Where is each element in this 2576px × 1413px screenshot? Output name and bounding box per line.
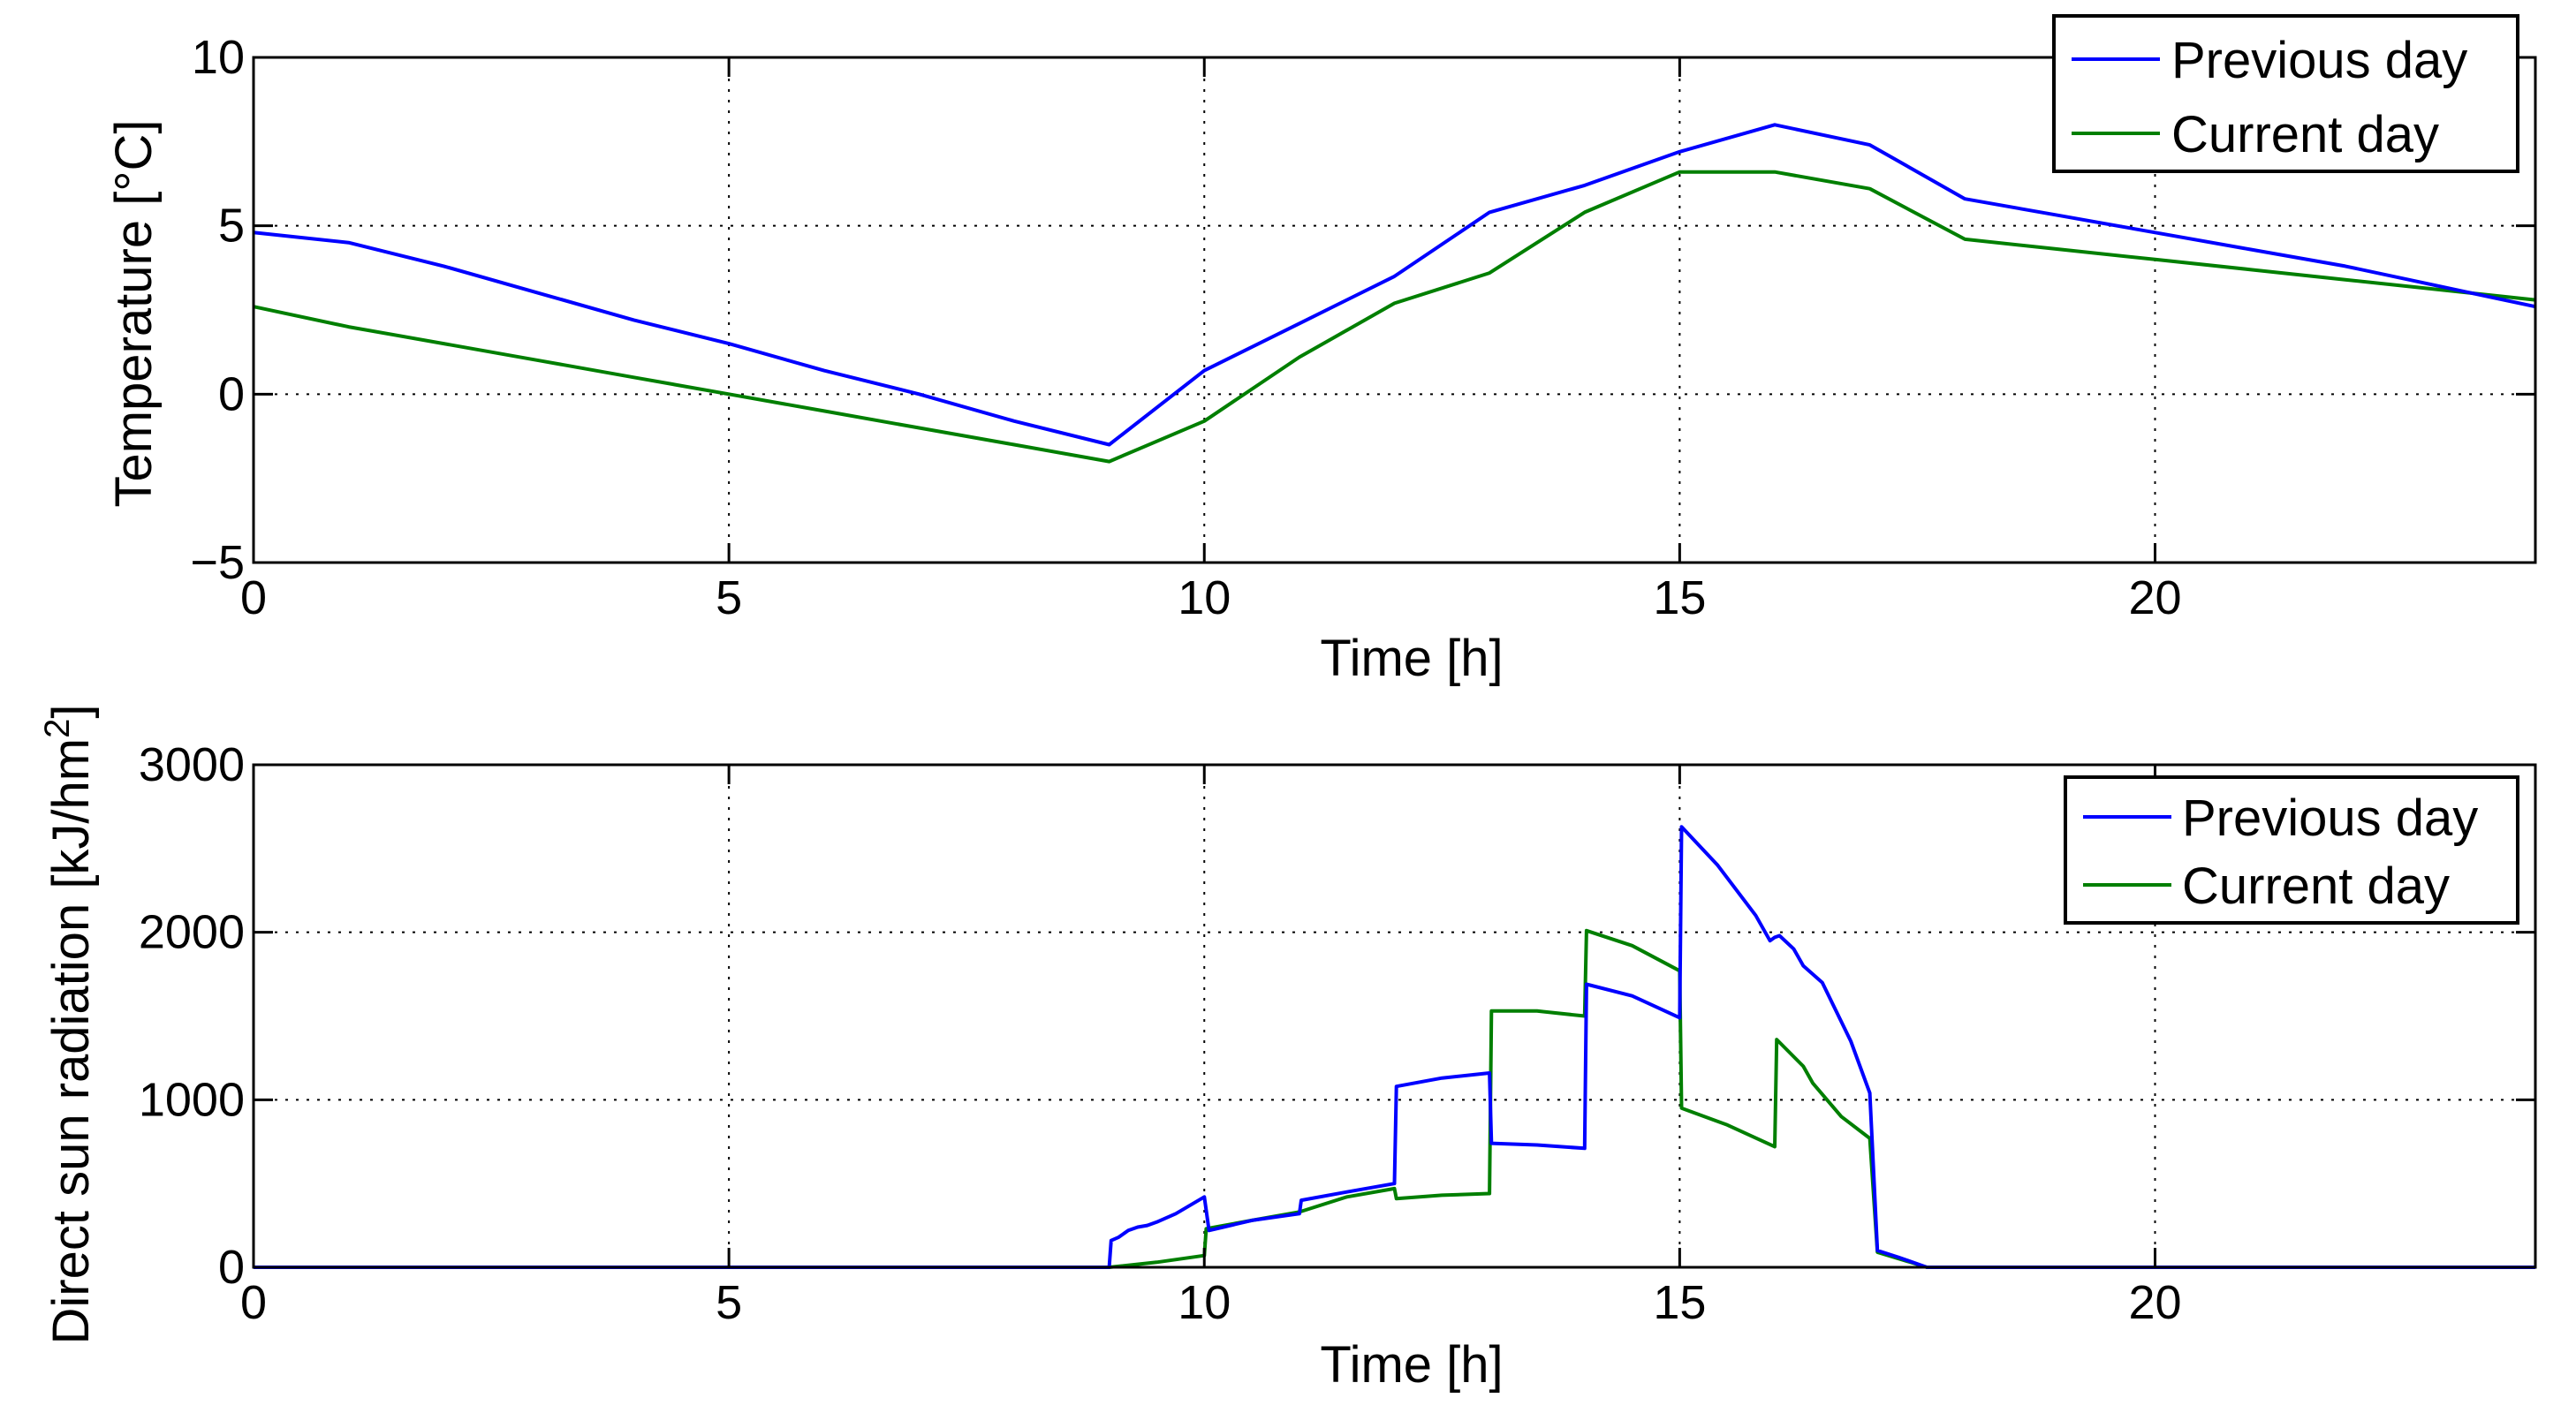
radiation-x-axis-label: Time [h]: [1320, 1336, 1503, 1394]
radiation-legend-label-current: Current day: [2182, 858, 2450, 915]
temperature-x-tick-label: 0: [240, 571, 267, 624]
radiation-y-tick-label: 1000: [139, 1073, 245, 1126]
radiation-ticks: 0 5 10 15 20 0 1000 2000 3000: [139, 738, 2535, 1329]
temperature-series-previous-day: [253, 123, 2536, 447]
temperature-legend-box: [2052, 14, 2519, 173]
radiation-y-axis-label-suffix: ]: [42, 705, 100, 719]
radiation-series: [254, 825, 2535, 1269]
radiation-y-tick-label: 0: [218, 1241, 245, 1294]
temperature-y-tick-label: 5: [218, 200, 245, 253]
radiation-x-tick-label: 5: [716, 1276, 742, 1329]
radiation-x-tick-label: 10: [1178, 1276, 1231, 1329]
temperature-x-tick-label: 20: [2128, 571, 2181, 624]
temperature-legend-label-previous: Previous day: [2171, 32, 2467, 89]
temperature-series-current-day: [253, 170, 2536, 464]
temperature-x-axis-label: Time [h]: [1320, 630, 1503, 687]
radiation-y-axis-label-main: Direct sun radiation [kJ/hm: [42, 738, 100, 1345]
radiation-legend: Previous day Current day: [2064, 775, 2519, 925]
temperature-x-tick-label: 5: [716, 571, 742, 624]
radiation-legend-box: [2064, 775, 2519, 925]
temperature-x-tick-label: 15: [1653, 571, 1706, 624]
temperature-y-axis-label: Temperature [°C]: [105, 119, 163, 507]
radiation-y-axis-label-superscript: 2: [38, 719, 77, 738]
temperature-plot-frame: [252, 56, 2537, 564]
radiation-x-tick-label: 0: [240, 1276, 267, 1329]
temperature-y-tick-label: 0: [218, 367, 245, 420]
radiation-plot-frame: [252, 763, 2537, 1269]
radiation-series-previous-day: [254, 825, 2535, 1269]
radiation-y-axis-label: Direct sun radiation [kJ/hm2]: [38, 705, 100, 1345]
radiation-y-tick-label: 2000: [139, 906, 245, 959]
temperature-legend-label-current: Current day: [2171, 106, 2439, 163]
temperature-y-tick-label: −5: [190, 536, 245, 589]
radiation-x-tick-label: 20: [2128, 1276, 2181, 1329]
temperature-x-tick-label: 10: [1178, 571, 1231, 624]
temperature-legend: Previous day Current day: [2052, 14, 2519, 173]
radiation-chart: 0 5 10 15 20 0 1000 2000 3000 Time [h] Direct su…: [38, 705, 2537, 1394]
radiation-legend-label-previous: Previous day: [2182, 790, 2478, 847]
temperature-series: [253, 123, 2536, 464]
temperature-y-tick-label: 10: [192, 31, 245, 84]
radiation-x-tick-label: 15: [1653, 1276, 1706, 1329]
radiation-y-tick-label: 3000: [139, 738, 245, 791]
